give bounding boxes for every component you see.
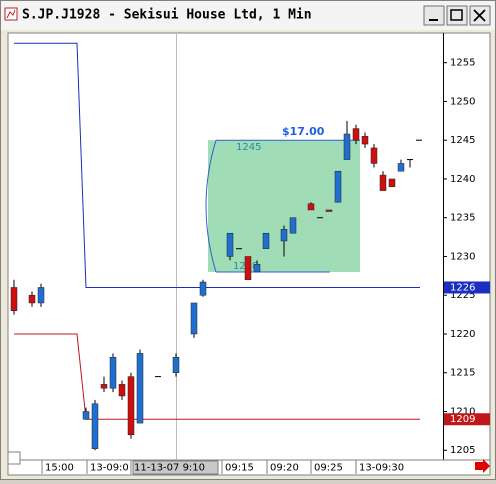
- app-icon-glyph: [6, 9, 16, 19]
- y-tick-label: 1245: [450, 135, 475, 146]
- candle-body: [10, 287, 18, 311]
- x-label-highlight: [132, 460, 219, 475]
- y-tick-label: 1215: [450, 368, 475, 379]
- y-tick-label: 1250: [450, 96, 475, 107]
- candle-body: [226, 232, 234, 257]
- title-bar: [1, 1, 495, 30]
- candle-body: [100, 384, 108, 389]
- candle-body: [370, 147, 378, 164]
- scroll-arrow[interactable]: [475, 459, 490, 473]
- candle-body: [37, 287, 45, 304]
- price-marker: [444, 413, 490, 426]
- y-tick-label: 1230: [450, 251, 475, 262]
- candle-body: [325, 209, 333, 212]
- x-tick-label: 09:25: [314, 463, 343, 474]
- measure-label: $17.00: [282, 125, 325, 138]
- plot: $17.0012451228: [10, 42, 422, 451]
- candle-body: [28, 294, 36, 304]
- price-marker-label: 1226: [450, 282, 475, 293]
- button-face[interactable]: [446, 5, 468, 26]
- button-glyph: [473, 9, 486, 22]
- close-button[interactable]: [469, 5, 491, 26]
- candle-body: [244, 256, 252, 280]
- candle-body: [307, 203, 315, 211]
- x-tick-label: 09:20: [270, 463, 299, 474]
- candle-body: [280, 229, 288, 242]
- window-title: S.JP.J1928 - Sekisui House Ltd, 1 Min: [22, 8, 312, 23]
- price-marker: [444, 281, 490, 294]
- price-marker-label: 1209: [450, 414, 475, 425]
- candle-body: [109, 356, 117, 389]
- candle-body: [352, 128, 360, 141]
- candle-body: [343, 133, 351, 160]
- candle-body: [82, 411, 90, 420]
- button-glyph: [450, 9, 463, 21]
- y-tick-label: 1235: [450, 213, 475, 224]
- candle-body: [127, 376, 135, 435]
- button-face[interactable]: [423, 5, 445, 26]
- candle-body: [262, 232, 270, 249]
- y-tick-label: 1255: [450, 58, 475, 69]
- y-tick-label: 1240: [450, 174, 475, 185]
- corner-box: [7, 451, 21, 465]
- minimize-button[interactable]: [423, 5, 445, 26]
- x-tick-label: 11-13-07 9:10: [134, 463, 205, 474]
- y-tick-label: 1225: [450, 290, 475, 301]
- candle-body: [136, 353, 144, 424]
- indicator-line: [14, 333, 420, 420]
- x-tick-label: 13-09:0: [90, 463, 129, 474]
- x-tick-label: 09:15: [225, 463, 254, 474]
- measure-edge: [205, 140, 217, 273]
- candle-body: [334, 170, 342, 203]
- candle-body: [361, 136, 369, 145]
- candle-body: [397, 163, 405, 172]
- y-tick-label: 1205: [450, 445, 475, 456]
- candle-body: [379, 174, 387, 191]
- candle-body: [388, 178, 396, 187]
- indicator-line: [14, 42, 420, 288]
- x-axis-strip: [7, 459, 491, 476]
- candle-body: [118, 384, 126, 397]
- app-icon: [4, 7, 18, 21]
- candle-body: [199, 281, 207, 296]
- x-tick-label: 15:00: [45, 463, 74, 474]
- y-tick-label: 1220: [450, 329, 475, 340]
- measure-to-label: 1245: [236, 142, 261, 153]
- x-tick-label: 13-09:30: [359, 463, 404, 474]
- candle-body: [91, 403, 99, 449]
- y-tick-label: 1210: [450, 406, 475, 417]
- candle-body: [190, 302, 198, 335]
- candle-body: [289, 217, 297, 234]
- axis: 1205 1210 1215 1220 1225 1230 1235 1240 1245 1250…: [41, 58, 490, 475]
- maximize-button[interactable]: [446, 5, 468, 26]
- candle-body: [172, 356, 180, 373]
- candle-body: [253, 263, 261, 273]
